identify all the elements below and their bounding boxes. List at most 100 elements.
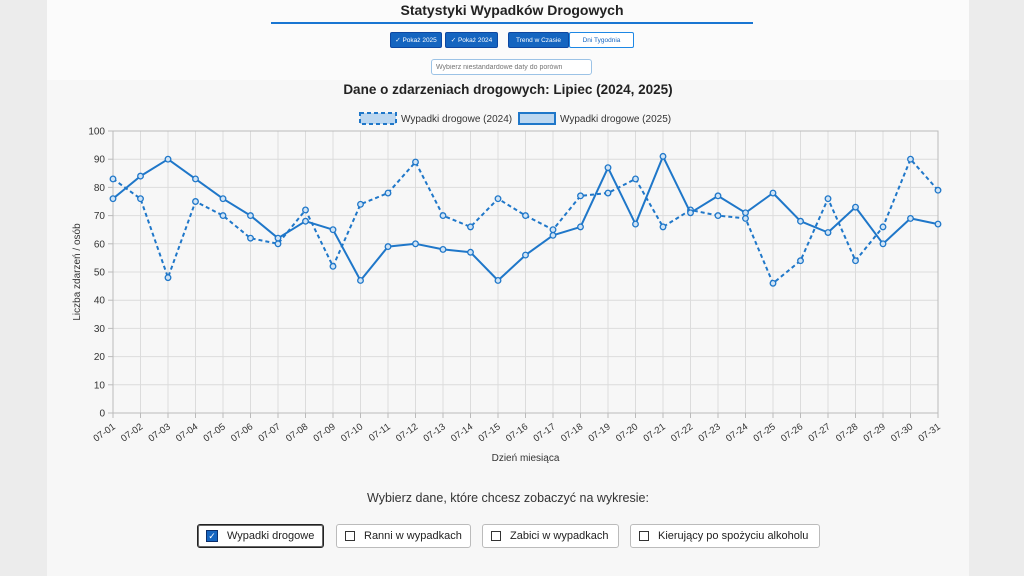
- data-point: [384, 243, 392, 251]
- x-tick-label: 07-23: [696, 421, 722, 444]
- checkbox-icon[interactable]: [639, 531, 649, 541]
- x-tick-label: 07-11: [367, 421, 393, 444]
- legend-label: Wypadki drogowe (2024): [401, 114, 512, 125]
- chart-title: Dane o zdarzeniach drogowych: Lipiec (20…: [343, 82, 673, 97]
- x-tick-label: 07-08: [284, 421, 310, 444]
- data-point: [797, 257, 804, 265]
- x-tick-label: 07-26: [779, 421, 805, 444]
- header: Statystyki Wypadków Drogowych ✓ Pokaż 20…: [47, 0, 969, 80]
- option-drunk-drivers[interactable]: Kierujący po spożyciu alkoholu: [630, 524, 820, 548]
- x-tick-label: 07-25: [751, 421, 777, 444]
- main-panel: Statystyki Wypadków Drogowych ✓ Pokaż 20…: [47, 0, 969, 576]
- y-tick-label: 50: [94, 268, 106, 279]
- y-tick-label: 60: [94, 239, 106, 250]
- app-title: Statystyki Wypadków Drogowych: [271, 2, 753, 24]
- x-tick-label: 07-19: [586, 421, 612, 444]
- x-tick-label: 07-09: [311, 421, 337, 444]
- data-point: [164, 155, 172, 163]
- chart-series: [109, 152, 942, 287]
- x-axis-label: Dzień miesiąca: [492, 453, 560, 464]
- data-point: [549, 231, 557, 239]
- x-tick-label: 07-24: [724, 421, 750, 444]
- trend-view-button[interactable]: Trend w Czasie: [508, 32, 569, 48]
- checkbox-icon[interactable]: [491, 531, 501, 541]
- x-tick-label: 07-13: [421, 421, 447, 444]
- data-point: [219, 212, 227, 220]
- data-point: [604, 164, 612, 172]
- toggle-show-2025-button[interactable]: ✓ Pokaż 2025: [390, 32, 442, 48]
- x-tick-label: 07-02: [119, 421, 145, 444]
- data-point: [714, 192, 722, 200]
- data-point: [412, 240, 419, 248]
- data-point: [604, 189, 612, 197]
- data-point: [467, 223, 474, 231]
- data-point: [274, 234, 282, 242]
- option-accidents[interactable]: ✓ Wypadki drogowe: [197, 524, 324, 548]
- data-point: [384, 189, 392, 197]
- x-tick-label: 07-31: [916, 421, 942, 444]
- data-point: [494, 277, 502, 284]
- checkbox-checked-icon[interactable]: ✓: [206, 530, 218, 542]
- data-point: [164, 274, 172, 282]
- x-tick-label: 07-06: [229, 421, 255, 444]
- data-point: [329, 226, 337, 234]
- option-injured[interactable]: Ranni w wypadkach: [336, 524, 471, 548]
- x-tick-label: 07-15: [476, 421, 502, 444]
- data-point: [769, 279, 777, 287]
- x-tick-label: 07-03: [146, 421, 172, 444]
- custom-date-input[interactable]: [431, 59, 592, 75]
- x-tick-label: 07-07: [256, 421, 282, 444]
- data-point: [824, 229, 832, 236]
- data-point: [907, 214, 914, 222]
- x-tick-label: 07-16: [504, 421, 530, 444]
- data-point: [329, 262, 337, 270]
- x-tick-label: 07-28: [834, 421, 860, 444]
- y-tick-label: 0: [99, 409, 105, 420]
- y-tick-label: 20: [94, 352, 106, 363]
- data-point: [357, 200, 364, 208]
- legend-swatch-2025: [518, 112, 556, 125]
- data-point: [274, 240, 282, 248]
- data-point: [632, 220, 639, 228]
- checkbox-icon[interactable]: [345, 531, 355, 541]
- data-point: [852, 257, 859, 265]
- x-tick-label: 07-18: [559, 421, 585, 444]
- data-point: [549, 226, 557, 234]
- data-point: [824, 195, 832, 203]
- y-tick-label: 70: [94, 211, 106, 222]
- chart-legend: Wypadki drogowe (2024) Wypadki drogowe (2…: [359, 112, 671, 125]
- option-killed[interactable]: Zabici w wypadkach: [482, 524, 619, 548]
- data-point: [494, 195, 502, 203]
- data-point: [659, 152, 667, 160]
- data-point: [357, 277, 364, 284]
- x-tick-label: 07-14: [449, 421, 475, 444]
- data-point: [467, 248, 474, 256]
- data-point: [934, 186, 942, 194]
- data-point: [769, 189, 777, 197]
- data-point: [192, 175, 199, 183]
- data-point: [247, 212, 254, 220]
- x-tick-label: 07-20: [614, 421, 640, 444]
- toggle-show-2024-button[interactable]: ✓ Pokaż 2024: [445, 32, 498, 48]
- x-tick-label: 07-21: [641, 421, 667, 444]
- data-point: [934, 220, 942, 228]
- data-point: [522, 212, 529, 220]
- x-tick-label: 07-01: [91, 421, 117, 444]
- y-tick-label: 30: [94, 324, 106, 335]
- data-point: [247, 234, 254, 242]
- data-point: [439, 245, 447, 253]
- data-point: [577, 223, 584, 231]
- legend-swatch-2024: [359, 112, 397, 125]
- x-tick-label: 07-04: [174, 421, 200, 444]
- data-point: [522, 251, 529, 259]
- data-point: [797, 217, 804, 225]
- x-tick-label: 07-27: [806, 421, 832, 444]
- weekdays-view-button[interactable]: Dni Tygodnia: [569, 32, 634, 48]
- x-tick-label: 07-29: [861, 421, 887, 444]
- data-point: [219, 195, 227, 203]
- data-point: [412, 158, 419, 166]
- y-tick-label: 80: [94, 183, 106, 194]
- data-point: [137, 172, 144, 180]
- option-injured-label: Ranni w wypadkach: [364, 530, 462, 542]
